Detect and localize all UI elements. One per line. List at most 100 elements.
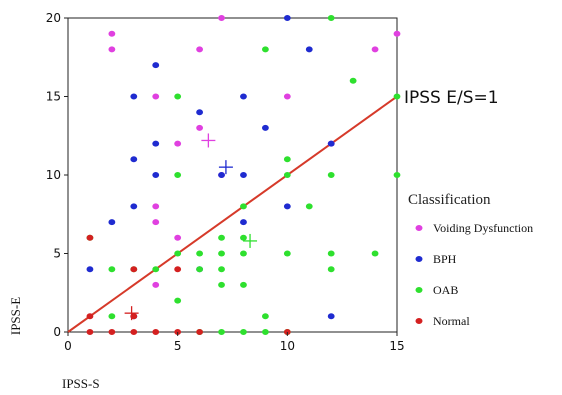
x-axis-label: IPSS-S — [62, 376, 100, 391]
data-point-normal — [174, 266, 182, 273]
data-point-bph — [240, 93, 247, 100]
data-point-bph — [152, 172, 160, 178]
legend-label: Normal — [433, 314, 470, 328]
data-point-oab — [196, 266, 204, 273]
data-point-voiding-dysfunction — [108, 30, 116, 37]
legend-item-bph: BPH — [415, 252, 457, 266]
data-point-oab — [108, 266, 116, 273]
data-point-oab — [174, 297, 182, 304]
data-point-oab — [218, 266, 225, 273]
y-tick-label: 15 — [46, 90, 61, 104]
data-point-oab — [240, 203, 247, 210]
data-point-voiding-dysfunction — [196, 124, 204, 131]
data-point-oab — [174, 93, 182, 100]
data-point-oab — [174, 250, 182, 257]
plot-border — [67, 17, 398, 333]
data-point-bph — [130, 93, 138, 100]
data-point-oab — [327, 15, 335, 21]
data-point-bph — [152, 140, 160, 147]
data-point-voiding-dysfunction — [152, 219, 160, 226]
legend-item-normal: Normal — [415, 314, 470, 328]
data-point-oab — [393, 172, 401, 178]
legend-item-oab: OAB — [415, 283, 458, 297]
mean-marker-bph — [218, 160, 233, 175]
data-point-oab — [240, 329, 247, 335]
data-point-oab — [262, 46, 269, 53]
data-point-oab — [218, 250, 225, 257]
data-point-voiding-dysfunction — [152, 93, 160, 100]
data-point-oab — [283, 156, 291, 163]
data-point-bph — [240, 172, 247, 178]
data-point-bph — [196, 109, 204, 116]
legend: Voiding Dysfunction BPH OAB Normal — [415, 221, 533, 328]
data-point-oab — [262, 329, 269, 335]
data-point-bph — [305, 46, 313, 53]
data-point-bph — [130, 156, 138, 163]
y-tick-label: 5 — [53, 247, 61, 261]
legend-swatch — [415, 256, 423, 262]
data-point-bph — [327, 140, 335, 147]
data-point-bph — [262, 124, 269, 131]
x-tick-label: 5 — [174, 339, 182, 353]
data-point-normal — [86, 313, 94, 320]
x-tick-label: 10 — [280, 339, 295, 353]
data-point-oab — [305, 203, 313, 210]
mean-marker-voiding-dysfunction — [201, 133, 216, 148]
data-point-oab — [240, 234, 247, 241]
x-tick-label: 0 — [64, 339, 72, 353]
legend-title: Classification — [408, 192, 491, 208]
data-point-voiding-dysfunction — [152, 203, 160, 210]
data-point-bph — [283, 203, 291, 210]
data-point-normal — [86, 234, 94, 241]
data-point-oab — [283, 250, 291, 257]
data-point-oab — [108, 313, 116, 320]
data-point-oab — [283, 172, 291, 178]
legend-item-voiding-dysfunction: Voiding Dysfunction — [415, 221, 533, 235]
data-point-normal — [130, 329, 138, 335]
data-point-oab — [174, 172, 182, 178]
data-point-bph — [130, 203, 138, 210]
data-point-oab — [218, 234, 225, 241]
legend-swatch — [415, 318, 423, 324]
data-point-oab — [262, 313, 269, 320]
legend-label: BPH — [433, 252, 457, 266]
data-point-oab — [327, 250, 335, 257]
data-point-oab — [349, 77, 357, 84]
x-tick-label: 15 — [389, 339, 404, 353]
data-marks — [67, 15, 401, 335]
data-point-normal — [108, 329, 116, 335]
data-point-bph — [86, 266, 94, 273]
data-point-bph — [218, 172, 225, 178]
data-point-bph — [152, 62, 160, 69]
data-point-oab — [152, 266, 160, 273]
data-point-normal — [196, 329, 204, 335]
legend-label: Voiding Dysfunction — [433, 221, 533, 235]
y-tick-label: 0 — [53, 325, 61, 339]
data-point-oab — [327, 172, 335, 178]
data-point-oab — [327, 266, 335, 273]
data-point-voiding-dysfunction — [393, 30, 401, 37]
legend-swatch — [415, 287, 423, 293]
y-tick-label: 10 — [46, 168, 61, 182]
data-point-oab — [240, 250, 247, 257]
reference-line-label: IPSS E/S=1 — [404, 88, 499, 108]
data-point-bph — [108, 219, 116, 226]
plot-area — [67, 17, 398, 333]
data-point-bph — [283, 15, 291, 21]
data-point-voiding-dysfunction — [218, 15, 225, 21]
reference-line — [67, 95, 398, 333]
data-point-normal — [152, 329, 160, 335]
data-point-oab — [240, 281, 247, 288]
data-point-voiding-dysfunction — [283, 93, 291, 100]
data-point-oab — [218, 281, 225, 288]
legend-swatch — [415, 225, 423, 231]
data-point-voiding-dysfunction — [174, 234, 182, 241]
data-point-voiding-dysfunction — [196, 46, 204, 53]
mean-marker-oab — [243, 233, 258, 248]
axis-ticks: 0 5 10 15 0 5 10 15 20 — [46, 11, 405, 353]
legend-label: OAB — [433, 283, 458, 297]
data-point-voiding-dysfunction — [174, 140, 182, 147]
data-point-oab — [196, 250, 204, 257]
data-point-oab — [218, 329, 225, 335]
